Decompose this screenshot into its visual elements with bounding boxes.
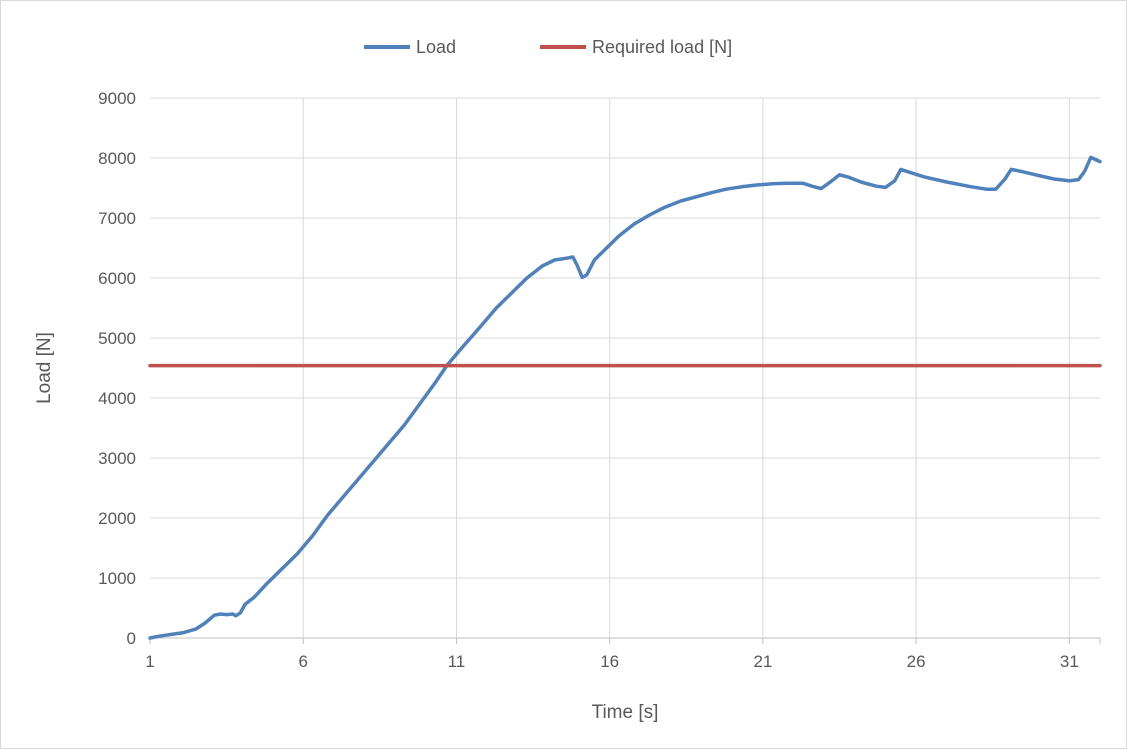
x-tick-label: 31: [1060, 652, 1079, 671]
y-tick-label: 2000: [98, 509, 136, 528]
y-tick-label: 7000: [98, 209, 136, 228]
x-tick-label: 6: [298, 652, 307, 671]
x-tick-label: 1: [145, 652, 154, 671]
x-axis-title: Time [s]: [592, 702, 659, 723]
y-tick-label: 4000: [98, 389, 136, 408]
x-tick-label: 26: [907, 652, 926, 671]
y-tick-label: 1000: [98, 569, 136, 588]
series-line-load: [148, 155, 1102, 640]
legend: Load Required load [N]: [364, 37, 732, 57]
y-axis-title: Load [N]: [34, 332, 55, 404]
x-tick-label: 21: [753, 652, 772, 671]
x-tick-label: 11: [448, 652, 466, 671]
y-tick-label: 8000: [98, 149, 136, 168]
y-tick-label: 5000: [98, 329, 136, 348]
legend-label-load: Load: [416, 37, 456, 57]
y-tick-label: 3000: [98, 449, 136, 468]
y-tick-label: 0: [127, 629, 136, 648]
legend-label-required-load: Required load [N]: [592, 37, 732, 57]
axes: [149, 637, 1101, 644]
y-tick-label: 6000: [98, 269, 136, 288]
y-tick-label: 9000: [98, 89, 136, 108]
x-tick-label: 16: [600, 652, 619, 671]
series-layer: [148, 155, 1102, 640]
grid-lines: [150, 97, 1100, 638]
